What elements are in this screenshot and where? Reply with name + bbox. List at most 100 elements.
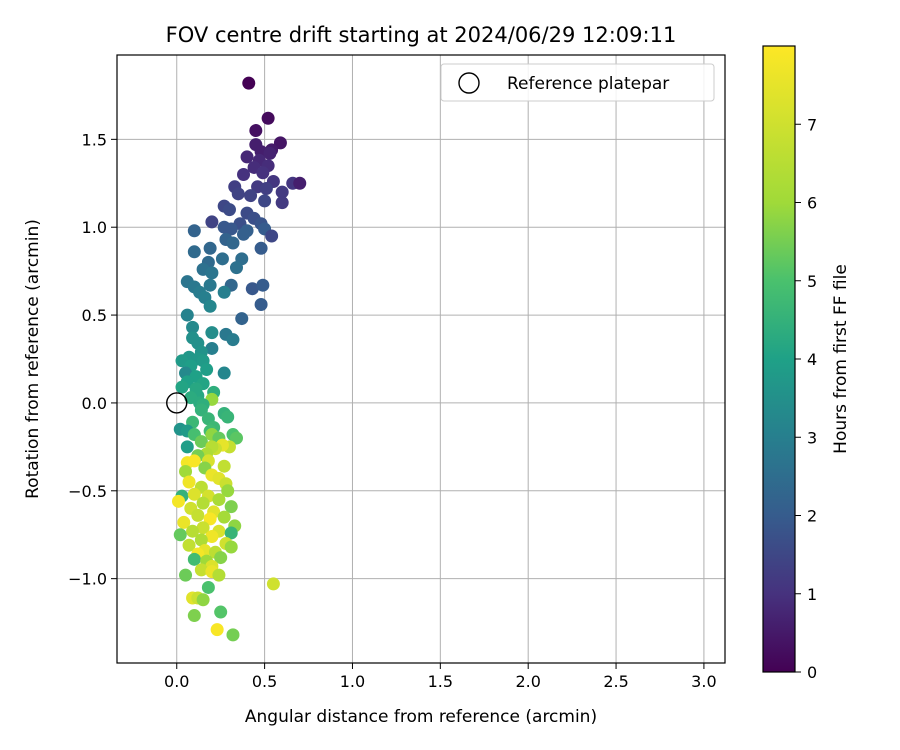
data-point xyxy=(226,333,240,347)
data-point xyxy=(221,484,235,498)
colorbar-tick-label: 4 xyxy=(807,350,817,369)
reference-platepar-marker xyxy=(166,392,188,414)
data-point xyxy=(237,227,251,241)
data-point xyxy=(175,380,189,394)
data-point xyxy=(187,454,201,468)
data-point xyxy=(205,215,219,229)
colorbar-tick-label: 5 xyxy=(807,272,817,291)
data-point xyxy=(180,440,194,454)
data-point xyxy=(191,508,205,522)
data-point xyxy=(275,196,289,210)
data-point xyxy=(265,229,279,243)
data-point xyxy=(203,241,217,255)
data-point xyxy=(187,224,201,238)
data-point xyxy=(259,182,273,196)
data-point xyxy=(179,464,193,478)
plot-frame xyxy=(116,54,726,664)
data-point xyxy=(196,593,210,607)
data-point xyxy=(244,189,258,203)
x-tick-label: 1.0 xyxy=(340,672,365,691)
data-point xyxy=(217,285,231,299)
data-point xyxy=(214,605,228,619)
colorbar-label: Hours from first FF file xyxy=(831,264,851,454)
y-tick-label: −0.5 xyxy=(68,482,107,501)
data-point xyxy=(203,299,217,313)
legend-box xyxy=(440,63,715,102)
data-point xyxy=(203,512,217,526)
x-axis-label: Angular distance from reference (arcmin) xyxy=(245,707,597,727)
legend: Reference platepar xyxy=(440,63,715,102)
data-point xyxy=(186,524,200,538)
data-point xyxy=(242,76,256,90)
data-point xyxy=(258,194,272,208)
data-point xyxy=(240,150,254,164)
data-point xyxy=(254,241,268,255)
data-point xyxy=(266,577,280,591)
legend-label-reference: Reference platepar xyxy=(507,74,669,94)
data-point xyxy=(254,298,268,312)
data-point xyxy=(186,320,200,334)
data-point xyxy=(256,278,270,292)
data-point xyxy=(205,341,219,355)
data-point xyxy=(224,526,238,540)
y-tick-label: 1.5 xyxy=(82,130,107,149)
data-point xyxy=(177,515,191,529)
data-point xyxy=(179,568,193,582)
data-point xyxy=(224,500,238,514)
data-point xyxy=(196,496,210,510)
data-point xyxy=(196,521,210,535)
data-point xyxy=(224,540,238,554)
data-point xyxy=(201,580,215,594)
colorbar-tick-label: 1 xyxy=(807,585,817,604)
data-point xyxy=(273,136,287,150)
data-point xyxy=(217,220,231,234)
x-axis-ticks: 0.0 0.5 1.0 1.5 2.0 2.5 3.0 xyxy=(164,663,717,691)
data-point xyxy=(205,266,219,280)
y-tick-label: 0.0 xyxy=(82,394,107,413)
data-point xyxy=(263,146,277,160)
data-point xyxy=(226,236,240,250)
x-tick-label: 0.0 xyxy=(164,672,189,691)
y-axis-ticks: −1.0 −0.5 0.0 0.5 1.0 1.5 xyxy=(68,130,117,589)
y-tick-label: 1.0 xyxy=(82,218,107,237)
y-axis-label: Rotation from reference (arcmin) xyxy=(23,219,43,499)
chart-title: FOV centre drift starting at 2024/06/29 … xyxy=(166,23,677,47)
data-point xyxy=(212,493,226,507)
data-point xyxy=(173,528,187,542)
colorbar-tick-label: 7 xyxy=(807,115,817,134)
data-point xyxy=(217,510,231,524)
data-points xyxy=(172,76,307,642)
reference-marker xyxy=(166,392,188,414)
x-tick-label: 2.5 xyxy=(603,672,628,691)
colorbar-tick-label: 6 xyxy=(807,194,817,213)
x-tick-label: 0.5 xyxy=(252,672,277,691)
data-point xyxy=(229,431,243,445)
x-tick-label: 1.5 xyxy=(428,672,453,691)
colorbar xyxy=(762,45,796,673)
data-point xyxy=(210,623,224,637)
y-tick-label: 0.5 xyxy=(82,306,107,325)
data-point xyxy=(187,552,201,566)
data-point xyxy=(217,366,231,380)
data-point xyxy=(293,176,307,190)
colorbar-tick-label: 0 xyxy=(807,663,817,682)
data-point xyxy=(212,568,226,582)
legend-marker-reference xyxy=(458,72,480,94)
data-point xyxy=(200,363,214,377)
data-point xyxy=(205,529,219,543)
data-point xyxy=(182,538,196,552)
colorbar-ticks: 0 1 2 3 4 5 6 7 xyxy=(795,115,817,682)
data-point xyxy=(180,308,194,322)
data-point xyxy=(194,563,208,577)
colorbar-tick-label: 2 xyxy=(807,507,817,526)
y-tick-label: −1.0 xyxy=(68,570,107,589)
data-point xyxy=(194,435,208,449)
data-point xyxy=(235,312,249,326)
colorbar-tick-label: 3 xyxy=(807,428,817,447)
data-point xyxy=(221,410,235,424)
data-point xyxy=(256,166,270,180)
data-point xyxy=(237,167,251,181)
data-point xyxy=(217,459,231,473)
data-point xyxy=(194,533,208,547)
data-point xyxy=(214,551,228,565)
